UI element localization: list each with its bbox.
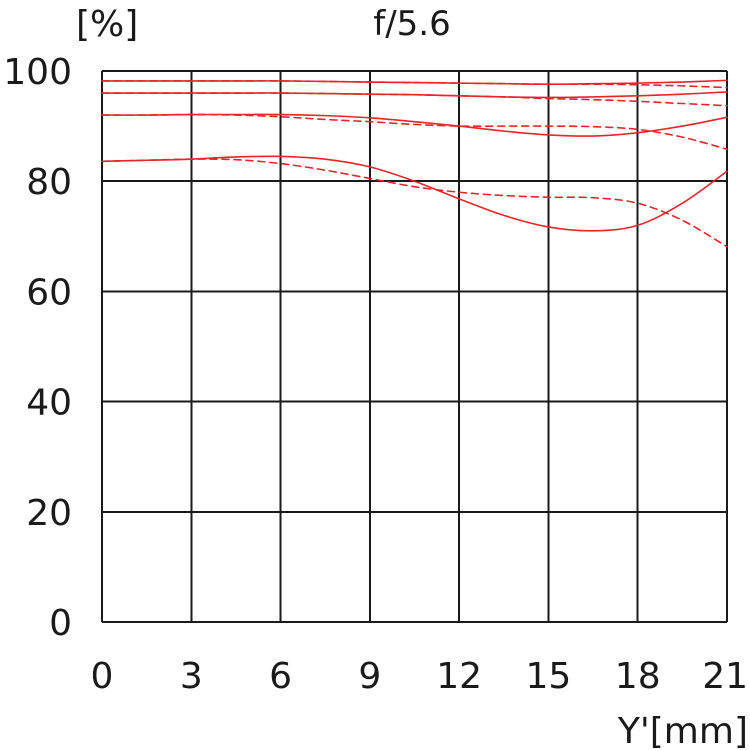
x-axis-label: Y'[mm] [617, 711, 748, 750]
series-line-dashed [101, 80, 728, 89]
x-tick-label: 0 [91, 656, 114, 697]
x-tick-label: 3 [180, 656, 203, 697]
series-line-solid [101, 155, 728, 232]
y-tick-labels: 0 20 40 60 80 100 [3, 52, 72, 644]
series-line-solid [101, 113, 728, 137]
grid [101, 70, 728, 623]
y-tick-label: 60 [26, 272, 72, 313]
x-tick-label: 12 [436, 656, 482, 697]
chart-title: f/5.6 [373, 4, 451, 44]
series-lines [101, 79, 728, 248]
x-tick-label: 6 [269, 656, 292, 697]
y-tick-label: 100 [3, 52, 72, 93]
y-tick-label: 80 [26, 162, 72, 203]
x-tick-labels: 0 3 6 9 12 15 18 21 [91, 656, 748, 697]
series-line-dashed [101, 113, 728, 151]
y-tick-label: 40 [26, 383, 72, 424]
y-axis-unit-label: [%] [76, 4, 138, 45]
y-tick-label: 20 [26, 493, 72, 534]
x-tick-label: 18 [615, 656, 661, 697]
y-tick-label: 0 [49, 603, 72, 644]
x-tick-label: 9 [358, 656, 381, 697]
series-line-dashed [101, 158, 728, 248]
x-tick-label: 15 [526, 656, 572, 697]
series-line-dashed [101, 92, 728, 107]
x-tick-label: 21 [702, 656, 748, 697]
